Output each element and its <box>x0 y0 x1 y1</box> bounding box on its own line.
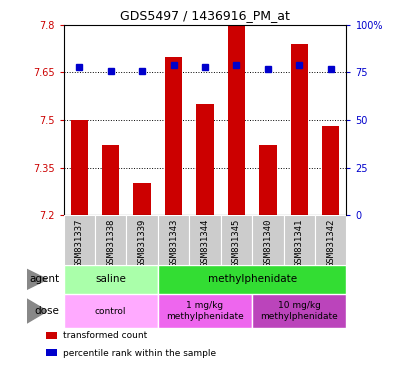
Text: 1 mg/kg
methylphenidate: 1 mg/kg methylphenidate <box>166 301 243 321</box>
Text: 10 mg/kg
methylphenidate: 10 mg/kg methylphenidate <box>260 301 337 321</box>
Bar <box>290 44 307 215</box>
Text: GSM831337: GSM831337 <box>74 218 83 267</box>
Bar <box>321 126 339 215</box>
Bar <box>157 265 346 294</box>
Bar <box>157 294 252 328</box>
Bar <box>63 215 95 265</box>
Text: GSM831339: GSM831339 <box>137 218 146 267</box>
Text: saline: saline <box>95 274 126 285</box>
Text: methylphenidate: methylphenidate <box>207 274 296 285</box>
Bar <box>63 265 157 294</box>
Bar <box>252 215 283 265</box>
Text: GSM831338: GSM831338 <box>106 218 115 267</box>
Bar <box>46 332 56 339</box>
Bar <box>95 215 126 265</box>
Bar <box>227 25 245 215</box>
Text: agent: agent <box>29 274 59 285</box>
Bar <box>63 294 157 328</box>
Text: GSM831341: GSM831341 <box>294 218 303 267</box>
Bar <box>133 184 151 215</box>
Text: GSM831340: GSM831340 <box>263 218 272 267</box>
Text: dose: dose <box>34 306 59 316</box>
Text: GSM831344: GSM831344 <box>200 218 209 267</box>
Bar <box>196 104 213 215</box>
Bar <box>126 215 157 265</box>
Title: GDS5497 / 1436916_PM_at: GDS5497 / 1436916_PM_at <box>120 9 289 22</box>
Text: GSM831345: GSM831345 <box>231 218 240 267</box>
Polygon shape <box>27 269 47 290</box>
Bar <box>220 215 252 265</box>
Text: percentile rank within the sample: percentile rank within the sample <box>63 349 216 358</box>
Text: GSM831342: GSM831342 <box>326 218 335 267</box>
Bar <box>314 215 346 265</box>
Text: control: control <box>95 306 126 316</box>
Bar <box>157 215 189 265</box>
Bar <box>252 294 346 328</box>
Bar <box>164 56 182 215</box>
Polygon shape <box>27 299 47 323</box>
Bar <box>189 215 220 265</box>
Bar <box>46 349 56 356</box>
Bar <box>283 215 314 265</box>
Bar <box>258 146 276 215</box>
Bar <box>70 120 88 215</box>
Bar <box>102 146 119 215</box>
Text: GSM831343: GSM831343 <box>169 218 178 267</box>
Text: transformed count: transformed count <box>63 331 147 341</box>
